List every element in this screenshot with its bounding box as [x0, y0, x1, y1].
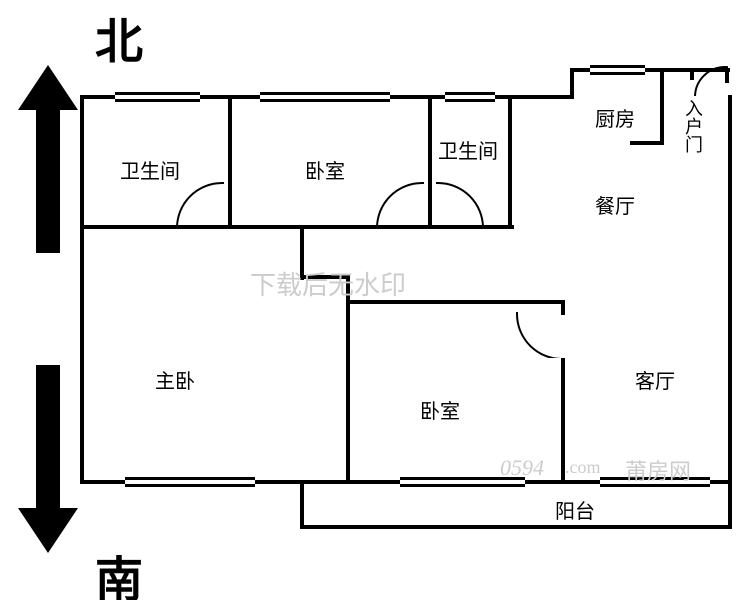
label-bath1: 卫生间	[120, 155, 180, 184]
door-entry	[694, 66, 728, 96]
label-entry: 入户门	[680, 99, 706, 153]
label-living: 客厅	[635, 365, 675, 394]
wall-balcony-bottom	[300, 525, 732, 529]
floorplan-canvas: 北 南	[0, 0, 743, 600]
wall-bed2-top	[346, 300, 565, 304]
north-arrow-head	[18, 65, 78, 110]
wall-top-right-join	[508, 95, 574, 99]
window-master	[125, 477, 255, 487]
north-label: 北	[95, 2, 143, 72]
wall-bed1-right	[428, 95, 432, 229]
wall-left	[80, 95, 84, 480]
window-bath1	[115, 92, 200, 102]
window-bed1	[260, 92, 390, 102]
watermark-com: .com	[565, 457, 601, 478]
north-arrow-shaft	[36, 108, 60, 253]
label-balcony: 阳台	[555, 495, 595, 524]
window-living	[600, 477, 710, 487]
wall-bed2-right-lower	[561, 358, 565, 484]
window-kitchen	[590, 65, 645, 75]
label-bed1: 卧室	[305, 155, 345, 184]
door-bed2	[516, 312, 562, 358]
wall-kitchen-right	[660, 68, 664, 145]
label-kitchen: 厨房	[595, 103, 635, 132]
south-arrow-shaft	[36, 365, 60, 510]
wall-bed2-top-notch	[300, 275, 350, 279]
south-arrow-head	[18, 508, 78, 553]
label-bed2: 卧室	[420, 395, 460, 424]
label-master: 主卧	[155, 365, 195, 394]
south-label: 南	[95, 540, 143, 600]
wall-bath1-right	[228, 95, 232, 229]
label-dining: 餐厅	[595, 190, 635, 219]
wall-entry-right	[728, 95, 732, 529]
door-bath1	[176, 182, 224, 226]
window-bed2	[400, 477, 525, 487]
window-bath2	[445, 92, 495, 102]
wall-kitchen-bottom	[630, 141, 664, 145]
wall-balcony-left	[300, 480, 304, 529]
door-bed1	[376, 182, 424, 226]
door-bath2	[436, 182, 484, 226]
wall-bath2-right	[508, 95, 512, 229]
wall-master-right-upper	[300, 225, 304, 280]
wall-bed2-left	[346, 275, 350, 480]
watermark-center: 下载后无水印	[250, 265, 406, 302]
label-bath2: 卫生间	[438, 135, 498, 164]
